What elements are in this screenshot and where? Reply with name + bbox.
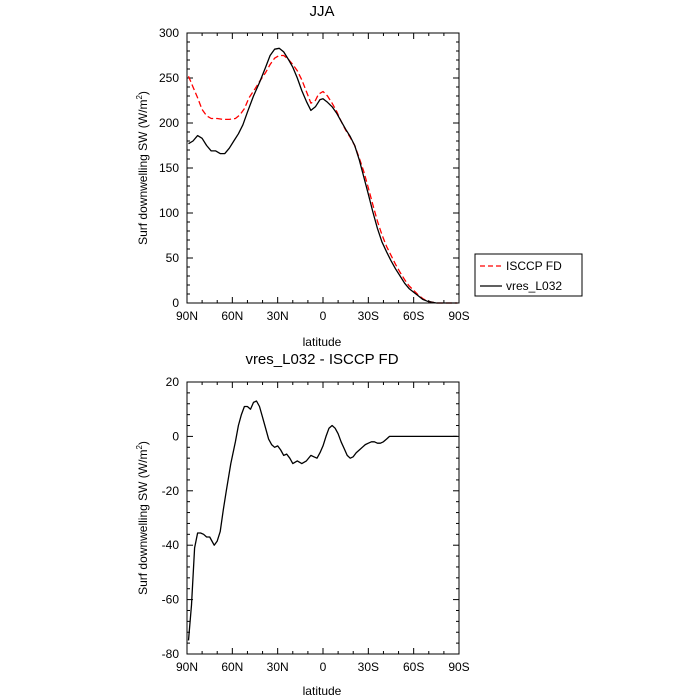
bottom-y-axis-label-superscript: 2	[135, 445, 144, 450]
top-y-tick-label: 150	[159, 161, 179, 175]
top-panel: JJA 90N 60N 30N 0 30S 60S 90S 0 50 100 150 200 250 3…	[135, 3, 583, 349]
top-y-tick-label: 50	[166, 251, 180, 265]
top-x-tick-label: 0	[320, 309, 327, 323]
legend: ISCCP FD vres_L032	[474, 253, 583, 297]
bottom-x-tick-label: 0	[320, 660, 327, 674]
top-y-axis-label-superscript: 2	[135, 95, 144, 100]
top-y-axis-label: Surf downwelling SW (W/m2)	[135, 91, 150, 245]
top-y-tick-label: 250	[159, 71, 179, 85]
top-x-tick-label: 30S	[358, 309, 379, 323]
bottom-panel: vres_L032 - ISCCP FD 90N 60N 30N 0 30S 60S 90S…	[135, 351, 470, 698]
top-y-tick-label: 100	[159, 206, 179, 220]
top-y-axis-label-main: Surf downwelling SW (W/m	[136, 100, 150, 245]
top-y-ticks: 0 50 100 150 200 250 300	[159, 26, 459, 310]
top-y-tick-label: 0	[172, 296, 179, 310]
legend-isccp-label: ISCCP FD	[506, 259, 562, 273]
top-x-tick-label: 60S	[403, 309, 424, 323]
top-x-tick-label: 30N	[267, 309, 289, 323]
bottom-x-tick-label: 90S	[448, 660, 469, 674]
top-x-axis-label: latitude	[303, 335, 342, 349]
top-x-tick-label: 90S	[448, 309, 469, 323]
bottom-series-lines	[187, 400, 458, 641]
bottom-x-ticks: 90N 60N 30N 0 30S 60S 90S	[176, 382, 470, 674]
bottom-x-axis-label: latitude	[303, 684, 342, 698]
bottom-y-tick-label: -60	[162, 593, 180, 607]
top-y-tick-label: 200	[159, 116, 179, 130]
bottom-y-axis-label-main: Surf downwelling SW (W/m	[136, 450, 150, 595]
bottom-x-tick-label: 30N	[267, 660, 289, 674]
bottom-y-tick-label: 0	[172, 429, 179, 443]
bottom-x-tick-label: 60S	[403, 660, 424, 674]
top-x-ticks: 90N 60N 30N 0 30S 60S 90S	[176, 33, 470, 323]
bottom-y-ticks: -80 -60 -40 -20 0 20	[162, 375, 459, 661]
top-panel-title: JJA	[309, 3, 334, 20]
top-x-tick-label: 60N	[221, 309, 243, 323]
bottom-y-axis-label-close: )	[136, 441, 150, 445]
bottom-panel-title: vres_L032 - ISCCP FD	[245, 351, 398, 368]
bottom-y-tick-label: -20	[162, 484, 180, 498]
bottom-y-axis-label: Surf downwelling SW (W/m2)	[135, 441, 150, 595]
bottom-y-tick-label: -40	[162, 538, 180, 552]
top-y-tick-label: 300	[159, 26, 179, 40]
legend-vres-label: vres_L032	[506, 279, 562, 293]
top-series-lines	[187, 47, 458, 304]
top-x-tick-label: 90N	[176, 309, 198, 323]
bottom-x-tick-label: 90N	[176, 660, 198, 674]
legend-box	[474, 253, 583, 297]
bottom-y-tick-label: 20	[166, 375, 180, 389]
top-series-isccp-fd	[187, 54, 458, 304]
bottom-x-tick-label: 60N	[221, 660, 243, 674]
top-y-axis-label-close: )	[136, 91, 150, 95]
top-series-vres-l032	[188, 47, 458, 304]
bottom-y-tick-label: -80	[162, 647, 180, 661]
top-plot-frame	[186, 32, 460, 304]
bottom-plot-frame	[186, 381, 460, 655]
bottom-x-tick-label: 30S	[358, 660, 379, 674]
bottom-series-vres-l032-isccp-fd	[187, 400, 458, 641]
